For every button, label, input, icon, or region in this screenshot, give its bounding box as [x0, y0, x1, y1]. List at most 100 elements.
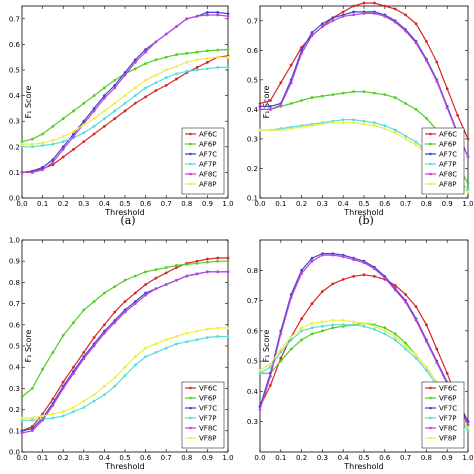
data-point — [226, 12, 230, 16]
data-point — [144, 50, 148, 54]
data-point — [352, 274, 355, 278]
data-point — [404, 300, 407, 304]
legend-marker — [189, 182, 192, 186]
data-point — [393, 128, 397, 132]
legend-label: VF8C — [199, 425, 217, 433]
x-tick-label: 0.1 — [275, 454, 286, 462]
x-tick-label: 0.9 — [202, 454, 213, 462]
data-point — [226, 326, 230, 330]
data-point — [226, 256, 230, 260]
legend-label: VF8C — [439, 425, 457, 433]
data-point — [82, 123, 86, 127]
y-axis-label: F₁ Score — [24, 86, 33, 119]
data-point — [123, 365, 127, 369]
x-tick-label: 1.0 — [222, 454, 233, 462]
x-tick-label: 0.6 — [379, 200, 391, 208]
data-point — [435, 79, 439, 83]
data-point — [123, 278, 127, 282]
data-point — [279, 103, 283, 107]
data-point — [362, 119, 366, 123]
y-tick-label: 0.6 — [9, 321, 21, 329]
data-point — [113, 285, 117, 289]
data-point — [72, 372, 75, 375]
data-point — [61, 145, 65, 149]
data-point — [206, 327, 209, 331]
data-point — [216, 11, 220, 14]
y-tick-label: 0.5 — [247, 358, 258, 366]
x-tick-label: 0.3 — [317, 454, 328, 462]
data-point — [393, 131, 397, 135]
data-point — [258, 102, 262, 105]
data-point — [61, 155, 65, 159]
data-point — [393, 284, 397, 287]
x-tick-label: 0.4 — [99, 454, 111, 462]
legend-label: AF6P — [199, 141, 217, 149]
data-point — [383, 276, 387, 280]
y-tick-label: 0.7 — [247, 297, 258, 305]
data-point — [383, 4, 387, 8]
legend-marker — [429, 436, 432, 440]
x-tick-label: 0.5 — [119, 454, 130, 462]
data-point — [133, 60, 137, 64]
x-tick-label: 0.7 — [161, 454, 172, 462]
data-point — [404, 341, 407, 345]
data-point — [20, 140, 24, 144]
x-tick-label: 0.3 — [78, 200, 89, 208]
data-point — [373, 11, 376, 15]
legend-box — [421, 127, 465, 195]
data-point — [164, 283, 168, 286]
data-point — [154, 81, 158, 85]
x-tick-label: 0.9 — [442, 454, 453, 462]
data-point — [425, 340, 428, 343]
data-point — [352, 323, 355, 327]
data-point — [195, 261, 199, 265]
data-point — [72, 109, 75, 113]
chart-panel-3: 0.0 0.1 0.2 0.3 0.4 0.5 0.6 0.7 0.8 0.9 1.0 0.3 0.4 0… — [247, 239, 474, 471]
data-point — [341, 277, 345, 281]
y-tick-label: 0.6 — [9, 41, 21, 49]
x-tick-label: 0.4 — [99, 200, 111, 208]
data-point — [393, 288, 397, 292]
data-point — [289, 335, 293, 339]
x-tick-label: 0.3 — [317, 200, 328, 208]
data-point — [175, 72, 178, 76]
data-point — [206, 270, 209, 274]
x-tick-label: 0.8 — [181, 200, 192, 208]
data-point — [393, 332, 397, 336]
data-point — [20, 395, 24, 399]
data-point — [300, 326, 303, 330]
data-point — [362, 11, 366, 15]
data-point — [279, 347, 283, 351]
data-point — [30, 418, 34, 422]
data-point — [175, 64, 178, 68]
data-point — [321, 22, 324, 26]
data-point — [30, 171, 34, 174]
legend-marker — [429, 132, 432, 136]
data-point — [466, 429, 470, 433]
data-point — [279, 81, 283, 85]
data-point — [195, 329, 199, 333]
data-point — [310, 256, 314, 260]
y-tick-label: 0.8 — [9, 279, 20, 287]
data-point — [310, 332, 314, 336]
data-point — [92, 393, 96, 397]
data-point — [321, 94, 324, 98]
data-point — [113, 101, 117, 105]
data-point — [133, 291, 137, 295]
data-point — [123, 109, 127, 113]
data-point — [164, 338, 168, 342]
data-point — [154, 58, 158, 62]
y-tick-label: 0.2 — [9, 406, 20, 414]
legend-label: VF7P — [439, 415, 457, 423]
data-point — [164, 271, 168, 275]
data-point — [425, 40, 428, 43]
data-point — [414, 353, 418, 357]
data-point — [154, 73, 158, 77]
data-point — [466, 155, 470, 159]
data-point — [92, 399, 96, 403]
y-tick-label: 0.9 — [9, 258, 20, 266]
data-point — [362, 1, 366, 5]
x-tick-label: 0.0 — [16, 200, 27, 208]
data-point — [144, 95, 148, 99]
data-point — [144, 283, 148, 286]
